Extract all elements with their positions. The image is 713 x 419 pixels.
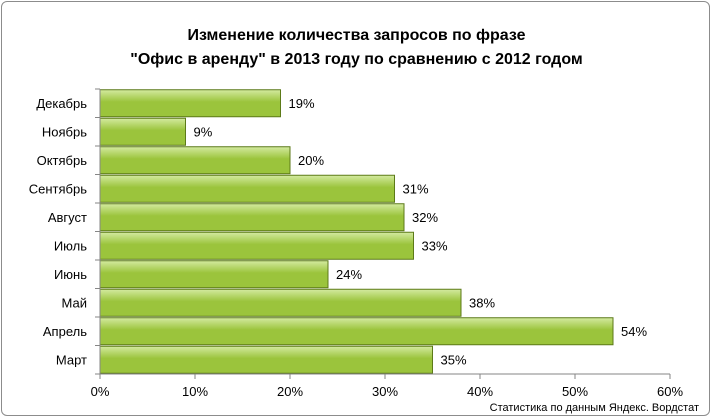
category-label: Декабрь [36, 96, 87, 111]
category-label: Март [56, 352, 87, 367]
bar-9 [99, 317, 614, 346]
x-tick-label: 60% [657, 384, 683, 399]
category-label: Ноябрь [42, 124, 87, 139]
category-label: Август [48, 210, 87, 225]
category-label: Май [62, 295, 87, 310]
bar-7 [99, 260, 329, 289]
category-label: Октябрь [37, 153, 88, 168]
bar-8 [99, 288, 462, 317]
data-label: 32% [412, 210, 438, 225]
category-label: Апрель [43, 324, 87, 339]
source-note: Статистика по данным Яндекс. Вордстат [489, 402, 699, 414]
chart-title-line-1: Изменение количества запросов по фразе [187, 27, 526, 44]
bar-2 [99, 117, 186, 146]
bar-6 [99, 231, 414, 260]
data-label: 31% [403, 181, 429, 196]
data-label: 20% [298, 153, 324, 168]
category-label: Июнь [54, 267, 87, 282]
data-label: 19% [289, 96, 315, 111]
chart-title-line-2: "Офис в аренду" в 2013 году по сравнению… [130, 51, 583, 68]
category-label: Июль [54, 238, 87, 253]
bar-4 [99, 174, 395, 203]
x-tick-label: 20% [277, 384, 303, 399]
data-label: 9% [194, 124, 213, 139]
x-tick-label: 0% [91, 384, 110, 399]
category-label: Сентябрь [29, 181, 87, 196]
data-label: 38% [469, 295, 495, 310]
bar-1 [99, 89, 281, 118]
x-tick-label: 10% [182, 384, 208, 399]
x-tick-label: 30% [372, 384, 398, 399]
data-label: 54% [621, 324, 647, 339]
data-label: 24% [336, 267, 362, 282]
data-label: 35% [441, 352, 467, 367]
x-tick-label: 50% [562, 384, 588, 399]
x-tick-label: 40% [467, 384, 493, 399]
bar-3 [99, 146, 291, 175]
bar-10 [99, 345, 433, 374]
bar-5 [99, 203, 405, 232]
data-label: 33% [422, 238, 448, 253]
